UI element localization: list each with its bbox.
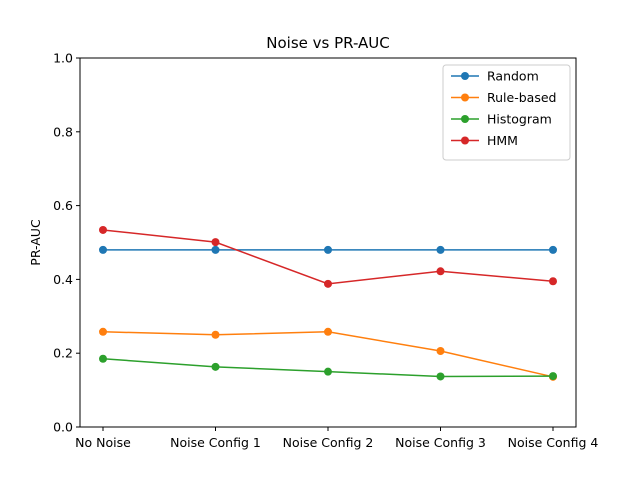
legend-marker <box>461 115 469 123</box>
x-tick-label: No Noise <box>75 435 131 450</box>
data-point <box>324 367 332 376</box>
data-point <box>436 245 445 254</box>
data-point <box>99 225 107 234</box>
data-point <box>324 327 332 336</box>
legend-label: Rule-based <box>487 90 556 105</box>
legend: Random Rule-based Histogram HMM <box>442 64 571 161</box>
series-hmm <box>99 225 557 288</box>
legend-label: Random <box>487 69 539 84</box>
y-tick-label: 0.2 <box>53 346 73 361</box>
data-point <box>324 245 332 254</box>
x-tick-label: Noise Config 4 <box>508 435 599 450</box>
y-tick-label: 0.4 <box>53 272 73 287</box>
legend-marker <box>461 93 469 102</box>
legend-item: Random <box>451 69 539 84</box>
data-point <box>211 362 220 371</box>
x-tick-label: Noise Config 1 <box>170 435 261 450</box>
legend-item: HMM <box>451 133 518 148</box>
plot-frame <box>79 57 577 428</box>
data-point <box>99 245 107 254</box>
data-point <box>211 238 220 247</box>
data-point <box>436 346 445 355</box>
y-tick-label: 1.0 <box>53 51 73 66</box>
data-point <box>211 245 220 254</box>
data-point <box>549 245 557 254</box>
data-point <box>211 330 220 339</box>
data-point <box>324 279 332 288</box>
data-point <box>99 327 107 336</box>
plot-area: 0.0 0.2 0.4 0.6 0.8 1.0 No Noise Noise Config 1… <box>53 51 598 451</box>
series-line <box>102 229 554 285</box>
series-histogram <box>99 354 557 381</box>
data-point <box>436 267 445 276</box>
data-point <box>436 372 445 381</box>
legend-item: Rule-based <box>451 90 556 105</box>
data-point <box>549 372 557 381</box>
legend-label: Histogram <box>487 112 552 127</box>
y-axis-label: PR-AUC <box>28 219 43 266</box>
legend-marker <box>461 72 469 80</box>
legend-item: Histogram <box>451 112 552 127</box>
legend-box <box>442 64 571 161</box>
y-tick-label: 0.0 <box>53 420 73 435</box>
x-tick-label: Noise Config 3 <box>395 435 486 450</box>
series-random <box>99 245 557 254</box>
x-tick-label: Noise Config 2 <box>283 435 374 450</box>
data-point <box>99 354 107 363</box>
y-tick-label: 0.8 <box>53 124 73 139</box>
data-point <box>549 277 557 286</box>
legend-label: HMM <box>487 133 518 148</box>
chart-title: Noise vs PR-AUC <box>266 34 390 52</box>
legend-marker <box>461 136 469 145</box>
y-tick-label: 0.6 <box>53 198 73 213</box>
